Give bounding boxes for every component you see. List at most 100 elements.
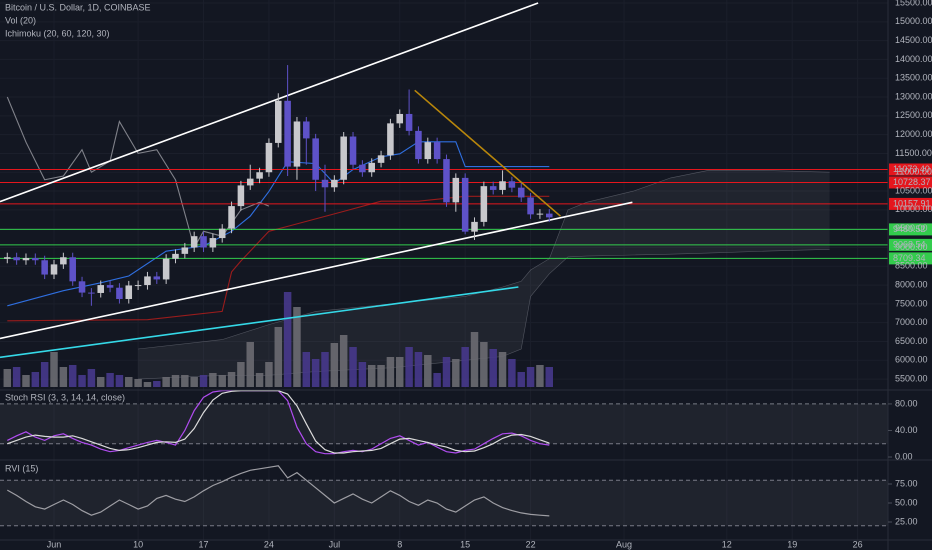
volume-bar [339,335,348,387]
y-tick-label: 75.00 [895,478,918,488]
volume-bar [377,365,385,387]
candle-body [424,142,432,160]
volume-bar [246,342,254,387]
candle-body [396,113,404,124]
x-tick-label: 22 [526,539,536,549]
price-label-box [889,238,932,251]
volume-bar [143,382,152,387]
volume-bar [536,365,544,387]
candle-body [153,276,161,280]
volume-bar [106,373,114,387]
y-tick-label: 15000.00 [895,16,932,26]
candle-body [545,213,553,218]
x-tick-label: Jul [329,539,341,549]
pane-title: RVI (15) [5,463,38,473]
x-tick-label: 8 [397,539,402,549]
volume-bar [405,347,413,387]
y-tick-label: 11500.00 [895,148,932,158]
candle-body [50,264,58,275]
volume-bar [508,359,516,387]
price-pane [0,2,888,387]
candle-body [60,257,67,265]
x-tick-label: 15 [460,539,470,549]
volume-bar [227,372,236,387]
price-label: 9480.52 [893,224,926,234]
volume-bar [190,377,198,387]
candle-body [106,285,114,288]
volume-bar [59,367,68,387]
candle-body [181,247,189,254]
candle-body [228,206,235,229]
candle-body [190,236,198,248]
volume-bar [293,307,301,387]
y-tick-label: 40.00 [895,425,918,435]
pane-title: Stoch RSI (3, 3, 14, 14, close) [5,392,125,402]
volume-bar [209,373,217,387]
volume-bar [162,377,170,387]
y-tick-label: 10500.00 [895,185,932,195]
volume-bar [414,352,423,387]
indicator-label: Ichimoku (20, 60, 120, 30) [5,28,110,38]
volume-bar [96,377,105,387]
volume-bar [255,373,264,387]
volume-bar [311,359,320,387]
y-tick-label: 13000.00 [895,91,932,101]
candle-body [471,221,478,232]
volume-bar [68,365,77,387]
y-tick-label: 5500.00 [895,373,928,383]
candle-body [331,179,338,188]
y-tick-label: 12000.00 [895,129,932,139]
candle-body [218,228,226,239]
x-tick-label: 10 [133,539,143,549]
candle-body [321,179,329,188]
candle-body [265,142,273,173]
y-tick-label: 15500.00 [895,0,932,7]
candle-body [415,130,422,160]
candle-body [41,260,48,275]
price-label-box [889,223,932,236]
candle-body [275,100,282,143]
volume-bar [181,375,189,387]
candle-body [527,197,534,215]
volume-bar [526,367,535,387]
x-tick-label: 17 [199,539,209,549]
volume-bar [517,372,525,387]
volume-bar [115,375,124,387]
y-tick-label: 6500.00 [895,336,928,346]
volume-bar [452,359,460,387]
volume-bar [237,362,245,387]
y-tick-label: 50.00 [895,497,918,507]
x-tick-label: 24 [264,539,274,549]
volume-bar [153,381,161,387]
candle-body [405,113,413,131]
y-tick-label: 9000.00 [895,242,928,252]
candle-body [32,257,39,261]
volume-bar [433,373,441,387]
candle-body [303,121,310,139]
indicator-line [7,390,550,454]
candle-body [377,155,385,163]
rvi-pane [0,460,888,540]
candle-body [172,253,179,259]
y-tick-label: 7500.00 [895,298,928,308]
price-label: 10157.91 [893,198,931,208]
y-tick-label: 14000.00 [895,54,932,64]
price-label: 11073.40 [893,164,930,174]
candle-body [69,257,76,282]
volume-bar [78,375,86,387]
candle-body [499,181,506,190]
volume-bar [134,379,142,387]
candle-body [536,213,544,215]
candle-body [349,136,357,165]
candle-body [144,276,151,286]
candle-body [443,159,450,203]
price-label: 10728.37 [893,177,931,187]
volume-bar [302,352,311,387]
candle-body [246,178,254,186]
candle-body [340,136,347,180]
volume-bar [386,357,395,387]
volume-bar [87,369,96,387]
